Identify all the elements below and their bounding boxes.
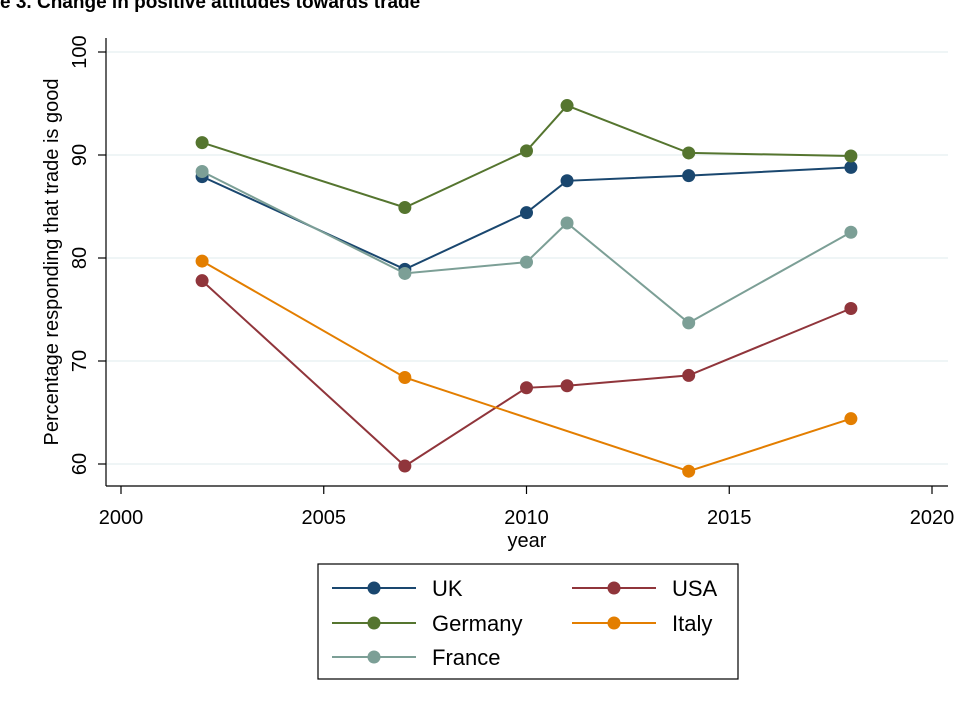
legend-item-usa: USA [572,576,718,601]
chart-title: e 3. Change in positive attitudes toward… [0,0,421,13]
legend-swatch-marker [607,581,621,595]
data-point [560,99,574,113]
axes: 60 70 80 90 100 2000 2005 2010 2015 2020 year Perce… [41,35,954,552]
y-tick-label: 80 [69,247,91,269]
series-line [201,260,852,473]
legend-label: Germany [432,611,522,636]
data-point [398,370,412,384]
data-point [520,206,533,220]
x-tick-label: 2015 [707,507,752,529]
legend-label: UK [432,576,463,601]
data-point [560,174,574,188]
data-point [195,164,209,178]
data-point [195,136,209,150]
series-line [201,104,851,209]
x-axis-label: year [508,530,547,552]
series-line [201,170,852,325]
data-point [560,379,574,393]
legend-label: Italy [672,611,712,636]
data-point [682,464,696,478]
legend-box [317,563,739,680]
series-germany [195,99,858,215]
y-tick-label: 90 [69,144,91,166]
y-tick-label: 100 [69,35,91,68]
data-point [195,274,209,288]
series-layer [195,99,858,478]
series-line [201,279,852,468]
legend-swatch-marker [367,650,381,664]
legend-item-italy: Italy [572,611,712,636]
series-line [201,166,851,271]
legend-swatch-marker [367,581,381,595]
legend-swatch-marker [607,616,621,630]
data-point [520,381,533,395]
y-axis-label: Percentage responding that trade is good [41,79,63,446]
legend-label: USA [672,576,718,601]
data-point [520,144,533,158]
x-tick-label: 2010 [504,507,549,529]
series-france [195,164,858,330]
data-point [844,225,858,239]
data-point [844,160,858,174]
y-tick-label: 60 [69,453,91,475]
data-point [682,316,696,330]
legend: UK USA Germany Italy France [317,563,739,680]
data-point [682,146,696,160]
legend-item-france: France [332,645,500,670]
data-point [520,255,533,269]
legend-swatch-marker [367,616,381,630]
data-point [844,412,858,426]
data-point [560,216,574,230]
data-point [682,169,696,183]
data-point [398,201,412,215]
series-italy [195,254,858,478]
legend-item-uk: UK [332,576,463,601]
data-point [844,149,858,163]
y-tick-label: 70 [69,350,91,372]
x-tick-label: 2005 [302,507,347,529]
data-point [398,266,412,280]
x-tick-label: 2000 [99,507,144,529]
legend-label: France [432,645,500,670]
data-point [682,368,696,382]
series-usa [195,274,858,473]
data-point [398,459,412,473]
data-point [844,301,858,315]
data-point [195,254,209,268]
legend-item-germany: Germany [332,611,522,636]
x-tick-label: 2020 [910,507,955,529]
